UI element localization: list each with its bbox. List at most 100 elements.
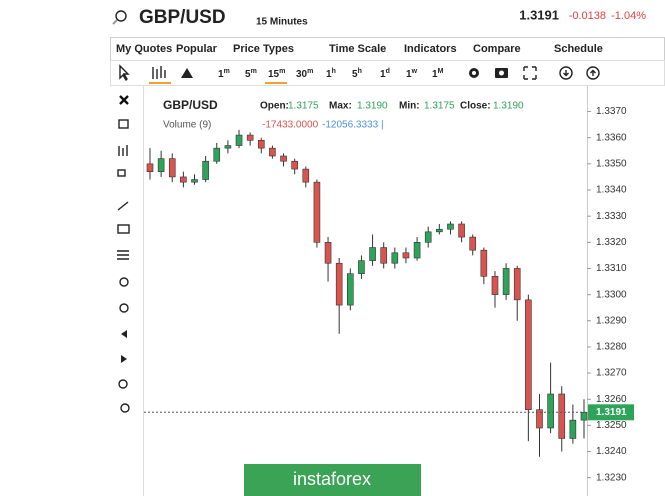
timeframe-unit[interactable]: h — [358, 68, 362, 75]
candle-body — [447, 223, 454, 230]
settings-icon[interactable] — [469, 68, 479, 78]
timeframe-label[interactable]: 1M — [432, 68, 444, 80]
timeframe-button[interactable]: 1h — [326, 68, 336, 80]
candle — [558, 386, 566, 452]
candle — [280, 153, 287, 167]
zoom-reset-tool[interactable] — [120, 403, 130, 413]
upload-icon[interactable] — [586, 66, 600, 80]
y-tick-label: 1.3240 — [596, 446, 627, 457]
candle — [257, 137, 265, 154]
timeframe-number[interactable]: 1 — [218, 69, 224, 80]
right-tool[interactable] — [121, 355, 127, 363]
timeframe-number[interactable]: 1 — [406, 69, 412, 80]
candle-body — [558, 393, 566, 439]
interval: 15 Minutes — [256, 17, 308, 28]
timeframe-button[interactable]: 1d — [380, 68, 390, 80]
fib-tool[interactable] — [117, 250, 129, 260]
candle-body — [513, 268, 521, 301]
timeframe-button[interactable]: 5h — [352, 68, 362, 80]
timeframe-label[interactable]: 1w — [406, 68, 418, 80]
menu-item[interactable]: Popular — [176, 43, 218, 55]
menu-item[interactable]: My Quotes — [116, 43, 172, 55]
timeframe-number[interactable]: 30 — [296, 69, 308, 80]
candle — [369, 234, 376, 266]
candle — [246, 132, 254, 146]
candle — [580, 399, 588, 439]
bars-tool[interactable] — [118, 145, 128, 156]
timeframe-label[interactable]: 1d — [380, 68, 390, 80]
y-tick-label: 1.3350 — [596, 158, 627, 169]
zoom-in-tool[interactable] — [119, 277, 129, 287]
timeframe-number[interactable]: 5 — [352, 69, 358, 80]
menu-item[interactable]: Time Scale — [329, 43, 386, 55]
candle — [391, 247, 399, 269]
timeframe-button[interactable]: 1w — [406, 68, 418, 80]
y-tick-label: 1.3300 — [596, 289, 627, 300]
menu-item[interactable]: Schedule — [554, 43, 603, 55]
left-tool[interactable] — [121, 330, 127, 338]
timeframe-label[interactable]: 15m — [268, 68, 285, 80]
line-tool[interactable] — [117, 201, 129, 211]
candles-icon[interactable] — [149, 66, 171, 84]
timeframe-button[interactable]: 1M — [432, 68, 444, 80]
close-tool[interactable] — [119, 95, 129, 105]
area-icon[interactable] — [181, 68, 193, 78]
timeframe-unit[interactable]: m — [251, 68, 257, 75]
timeframe-label[interactable]: 1m — [218, 68, 230, 80]
candle-body — [402, 252, 410, 259]
y-tick-label: 1.3260 — [596, 394, 627, 405]
timeframe-button[interactable]: 30m — [296, 68, 313, 80]
timeframe-button[interactable]: 1m — [218, 68, 230, 80]
timeframe-unit[interactable]: m — [307, 68, 313, 75]
rect-tool[interactable] — [117, 224, 130, 234]
timeframe-number[interactable]: 5 — [245, 69, 251, 80]
candle-body — [391, 252, 399, 264]
timeframe-number[interactable]: 15 — [268, 69, 280, 80]
candle-body — [224, 145, 232, 149]
candle — [269, 145, 276, 159]
timeframe-label[interactable]: 30m — [296, 68, 313, 80]
select-tool[interactable] — [118, 119, 129, 129]
timeframe-label[interactable]: 5m — [245, 68, 257, 80]
timeframe-unit[interactable]: m — [279, 68, 285, 75]
candle — [458, 221, 465, 243]
candle-body — [257, 140, 265, 149]
zoom-fit-tool[interactable] — [118, 379, 128, 389]
candle — [146, 148, 154, 180]
timeframe-label[interactable]: 1h — [326, 68, 336, 80]
candle — [469, 234, 477, 256]
timeframe-number[interactable]: 1 — [326, 69, 332, 80]
timeframe-button[interactable]: 15m — [268, 68, 285, 80]
timeframe-unit[interactable]: d — [386, 68, 390, 75]
fullscreen-icon[interactable] — [523, 66, 537, 80]
left-toolbar — [117, 95, 130, 413]
candle — [168, 153, 176, 183]
timeframe-unit[interactable]: m — [224, 68, 230, 75]
candle-body — [547, 393, 554, 429]
candle — [302, 166, 310, 188]
cursor-icon[interactable] — [119, 64, 130, 82]
copy-tool[interactable] — [117, 169, 126, 177]
candle — [436, 224, 443, 235]
menu-item[interactable]: Compare — [473, 43, 521, 55]
legend-open: 1.3175 — [288, 101, 319, 112]
menu-item[interactable]: Indicators — [404, 43, 457, 55]
candle — [536, 394, 543, 457]
download-icon[interactable] — [559, 66, 573, 80]
timeframe-label[interactable]: 5h — [352, 68, 362, 80]
search-icon[interactable] — [112, 10, 127, 25]
zoom-out-tool[interactable] — [119, 303, 129, 313]
candle — [525, 294, 532, 442]
timeframe-number[interactable]: 1 — [380, 69, 386, 80]
timeframe-button[interactable]: 5m — [245, 68, 257, 80]
timeframe-number[interactable]: 1 — [432, 69, 438, 80]
menu-item[interactable]: Price Types — [233, 43, 294, 55]
timeframe-unit[interactable]: w — [411, 68, 418, 75]
timeframe-unit[interactable]: M — [438, 68, 444, 75]
timeframe-unit[interactable]: h — [332, 68, 336, 75]
candle-body — [180, 176, 187, 183]
candle-body — [246, 134, 254, 141]
candle-body — [168, 158, 176, 178]
camera-icon[interactable] — [495, 68, 508, 78]
candle — [180, 171, 187, 188]
